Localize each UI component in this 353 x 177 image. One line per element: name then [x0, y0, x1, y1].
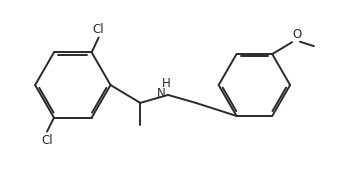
Text: O: O [293, 28, 302, 41]
Text: H: H [162, 77, 170, 90]
Text: Cl: Cl [41, 134, 53, 147]
Text: N: N [157, 87, 166, 101]
Text: Cl: Cl [93, 22, 104, 36]
